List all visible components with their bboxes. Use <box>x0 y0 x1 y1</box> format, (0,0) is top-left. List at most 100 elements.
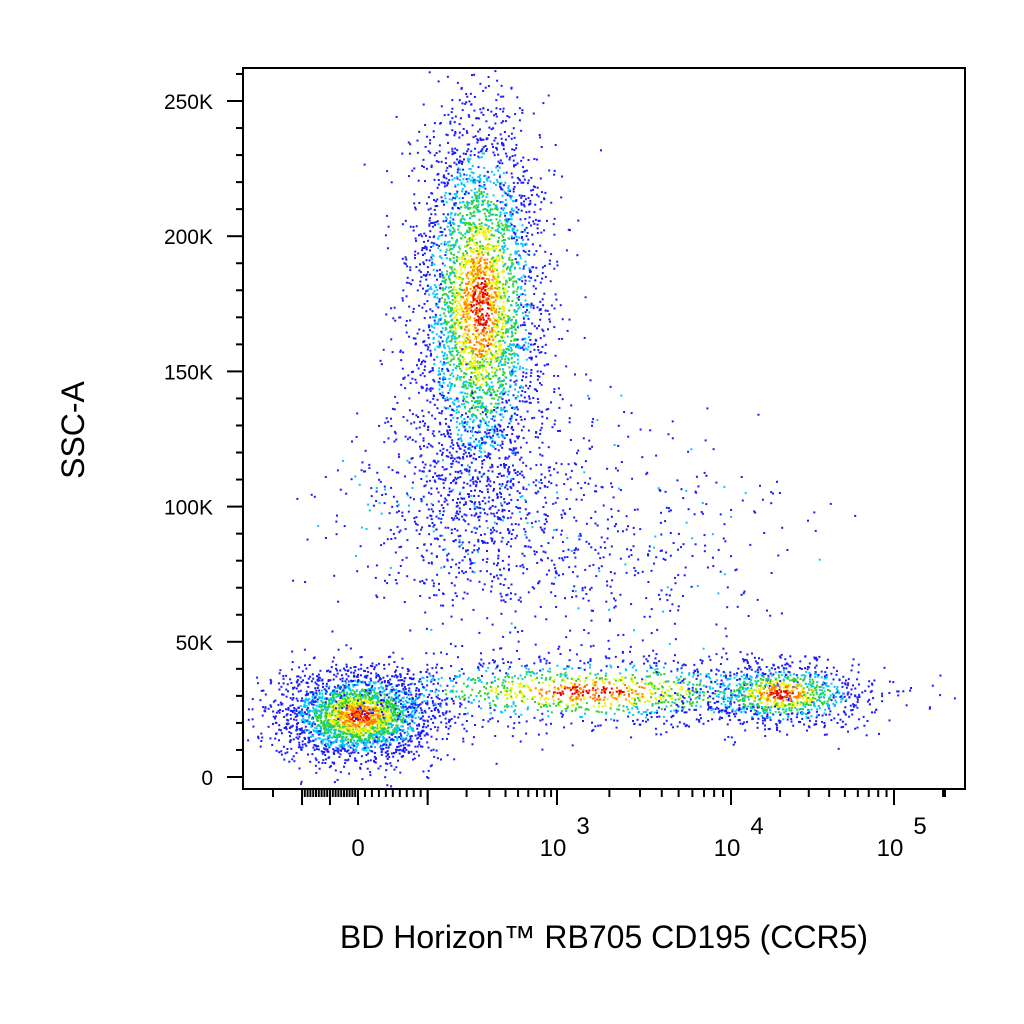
data-point <box>520 470 523 473</box>
data-point <box>516 297 519 299</box>
data-point <box>452 152 455 155</box>
data-point <box>388 716 391 718</box>
data-point <box>447 727 450 730</box>
data-point <box>299 705 302 708</box>
data-point <box>377 699 380 701</box>
data-point <box>425 290 428 293</box>
data-point <box>274 699 277 702</box>
data-point <box>492 375 495 378</box>
data-point <box>505 219 508 222</box>
data-point <box>345 736 348 739</box>
data-point <box>274 737 277 740</box>
data-point <box>332 713 335 716</box>
data-point <box>362 734 365 737</box>
data-point <box>412 702 415 705</box>
data-point <box>444 479 447 482</box>
data-point <box>449 120 452 123</box>
data-point <box>281 702 284 705</box>
data-point <box>449 387 452 390</box>
data-point <box>485 384 488 387</box>
data-point <box>437 237 440 240</box>
data-point <box>529 401 532 404</box>
data-point <box>438 235 441 238</box>
data-point <box>373 701 376 704</box>
data-point <box>439 478 442 481</box>
data-point <box>455 163 458 166</box>
data-point <box>366 666 369 669</box>
data-point <box>487 267 490 270</box>
data-point <box>392 714 395 717</box>
data-point <box>394 670 397 673</box>
data-point <box>342 667 345 670</box>
data-point <box>508 295 511 298</box>
data-point <box>474 224 477 227</box>
data-point <box>527 345 530 348</box>
data-point <box>450 419 452 422</box>
data-point <box>539 318 542 321</box>
data-point <box>484 238 487 240</box>
data-point <box>360 763 363 765</box>
data-point <box>426 776 429 779</box>
data-point <box>462 254 465 257</box>
data-point <box>443 276 446 279</box>
data-point <box>466 229 469 232</box>
data-point <box>344 739 347 742</box>
data-point <box>314 738 317 741</box>
data-point <box>388 656 390 659</box>
data-point <box>291 704 294 707</box>
data-point <box>387 715 390 718</box>
data-point <box>350 689 352 692</box>
data-point <box>264 710 267 713</box>
data-point <box>447 321 450 324</box>
data-point <box>486 476 489 479</box>
data-point <box>489 444 492 447</box>
data-point <box>451 178 454 181</box>
data-point <box>336 725 339 727</box>
data-point <box>374 687 377 690</box>
data-point <box>515 366 518 369</box>
data-point <box>394 713 397 716</box>
data-point <box>456 300 459 302</box>
data-point <box>398 736 401 738</box>
data-point <box>489 378 492 380</box>
data-point <box>454 721 457 724</box>
data-point <box>476 380 479 383</box>
data-point <box>269 704 272 707</box>
data-point <box>289 717 292 720</box>
data-point <box>459 347 462 350</box>
data-point <box>441 384 443 387</box>
data-point <box>447 172 450 175</box>
data-point <box>441 287 444 290</box>
data-point <box>469 449 472 451</box>
data-point <box>427 769 430 772</box>
data-point <box>314 744 317 747</box>
data-point <box>486 248 489 251</box>
data-point <box>444 717 447 720</box>
data-point <box>482 333 485 336</box>
data-point <box>480 191 483 193</box>
data-point <box>388 722 391 725</box>
data-point <box>362 719 365 722</box>
data-point <box>339 669 342 672</box>
data-point <box>357 736 360 739</box>
data-point <box>312 740 315 742</box>
data-point <box>386 719 389 722</box>
data-point <box>368 711 371 714</box>
data-point <box>422 770 425 773</box>
data-point <box>524 275 527 278</box>
data-point <box>474 243 477 246</box>
data-point <box>430 352 432 355</box>
data-point <box>394 694 397 697</box>
data-point <box>525 347 527 350</box>
data-point <box>458 456 460 459</box>
data-point <box>312 720 315 723</box>
data-point <box>500 84 503 87</box>
data-point <box>453 300 456 303</box>
data-point <box>506 298 509 301</box>
data-point <box>317 676 320 679</box>
data-point <box>486 209 489 211</box>
data-point <box>428 236 431 239</box>
data-point <box>508 256 511 259</box>
data-point <box>515 447 518 450</box>
data-point <box>321 740 324 742</box>
